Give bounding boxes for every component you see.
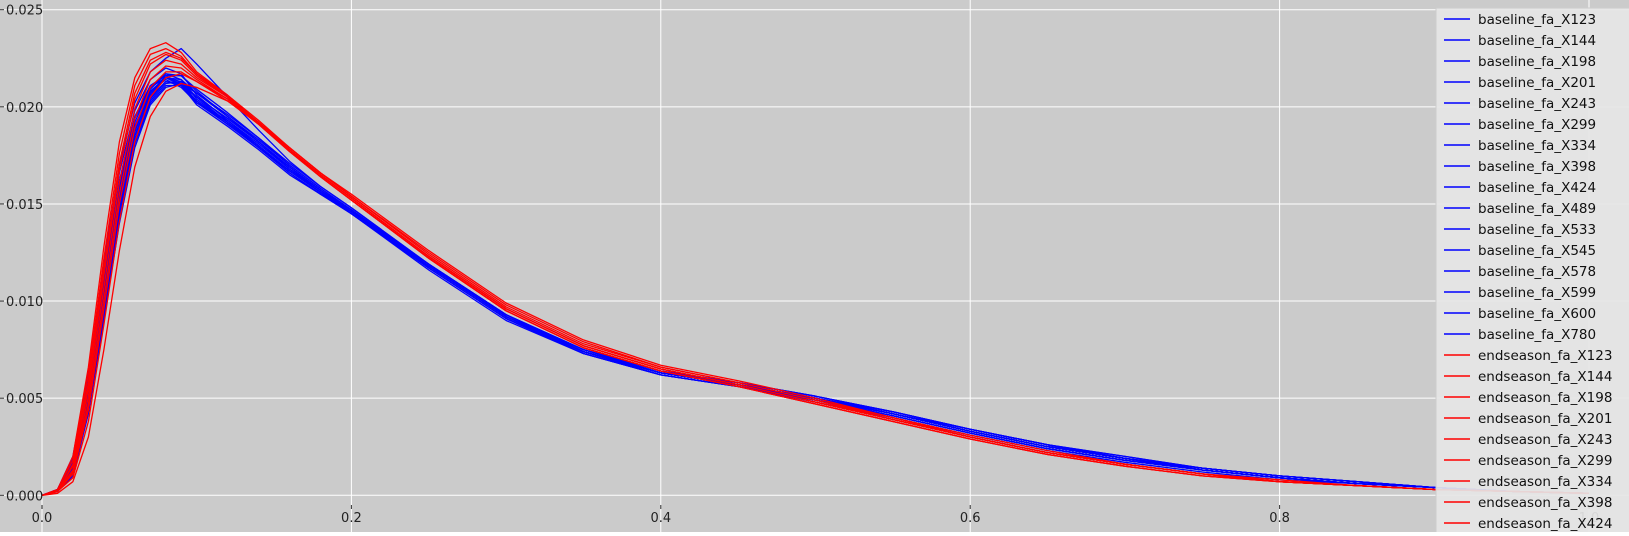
y-tick-label-2: 0.010 bbox=[6, 295, 43, 310]
y-tick-label-0: 0.000 bbox=[6, 489, 43, 504]
legend-label-baseline_fa_X334: baseline_fa_X334 bbox=[1478, 138, 1596, 154]
legend-label-endseason_fa_X299: endseason_fa_X299 bbox=[1478, 453, 1612, 469]
legend-label-endseason_fa_X243: endseason_fa_X243 bbox=[1478, 432, 1612, 448]
legend-label-baseline_fa_X398: baseline_fa_X398 bbox=[1478, 159, 1596, 175]
legend-label-endseason_fa_X198: endseason_fa_X198 bbox=[1478, 390, 1612, 406]
legend-label-endseason_fa_X398: endseason_fa_X398 bbox=[1478, 495, 1612, 511]
legend-label-endseason_fa_X123: endseason_fa_X123 bbox=[1478, 348, 1612, 364]
legend-label-endseason_fa_X201: endseason_fa_X201 bbox=[1478, 411, 1612, 427]
legend-label-baseline_fa_X144: baseline_fa_X144 bbox=[1478, 33, 1596, 49]
legend-label-endseason_fa_X144: endseason_fa_X144 bbox=[1478, 369, 1612, 385]
x-tick-label-1: 0.2 bbox=[341, 511, 362, 526]
series-line-endseason_fa_X424 bbox=[41, 51, 1590, 496]
legend-label-baseline_fa_X600: baseline_fa_X600 bbox=[1478, 306, 1596, 322]
legend-label-baseline_fa_X198: baseline_fa_X198 bbox=[1478, 54, 1596, 70]
series-line-baseline_fa_X780 bbox=[41, 80, 1590, 496]
legend-label-baseline_fa_X545: baseline_fa_X545 bbox=[1478, 243, 1596, 259]
x-tick-label-3: 0.6 bbox=[960, 511, 981, 526]
series-line-endseason_fa_X299 bbox=[41, 47, 1590, 496]
legend-label-baseline_fa_X201: baseline_fa_X201 bbox=[1478, 75, 1596, 91]
legend-label-baseline_fa_X578: baseline_fa_X578 bbox=[1478, 264, 1596, 280]
x-tick-label-2: 0.4 bbox=[650, 511, 671, 526]
y-tick-label-3: 0.015 bbox=[6, 198, 43, 213]
legend-label-endseason_fa_X424: endseason_fa_X424 bbox=[1478, 516, 1612, 532]
legend-label-baseline_fa_X489: baseline_fa_X489 bbox=[1478, 201, 1596, 217]
legend-label-baseline_fa_X599: baseline_fa_X599 bbox=[1478, 285, 1596, 301]
y-tick-label-5: 0.025 bbox=[6, 4, 43, 19]
x-tick-label-0: 0.0 bbox=[32, 511, 53, 526]
legend-label-baseline_fa_X299: baseline_fa_X299 bbox=[1478, 117, 1596, 133]
legend: baseline_fa_X123 baseline_fa_X144 baseline… bbox=[1435, 7, 1629, 536]
legend-label-baseline_fa_X123: baseline_fa_X123 bbox=[1478, 12, 1596, 28]
legend-label-baseline_fa_X533: baseline_fa_X533 bbox=[1478, 222, 1596, 238]
legend-label-baseline_fa_X780: baseline_fa_X780 bbox=[1478, 327, 1596, 343]
legend-label-endseason_fa_X334: endseason_fa_X334 bbox=[1478, 474, 1612, 490]
legend-label-baseline_fa_X243: baseline_fa_X243 bbox=[1478, 96, 1596, 112]
legend-label-baseline_fa_X424: baseline_fa_X424 bbox=[1478, 180, 1596, 196]
y-tick-label-1: 0.005 bbox=[6, 392, 43, 407]
legend-box bbox=[1435, 7, 1629, 536]
series-lines bbox=[41, 42, 1590, 496]
y-tick-label-4: 0.020 bbox=[6, 101, 43, 116]
x-tick-label-4: 0.8 bbox=[1269, 511, 1290, 526]
